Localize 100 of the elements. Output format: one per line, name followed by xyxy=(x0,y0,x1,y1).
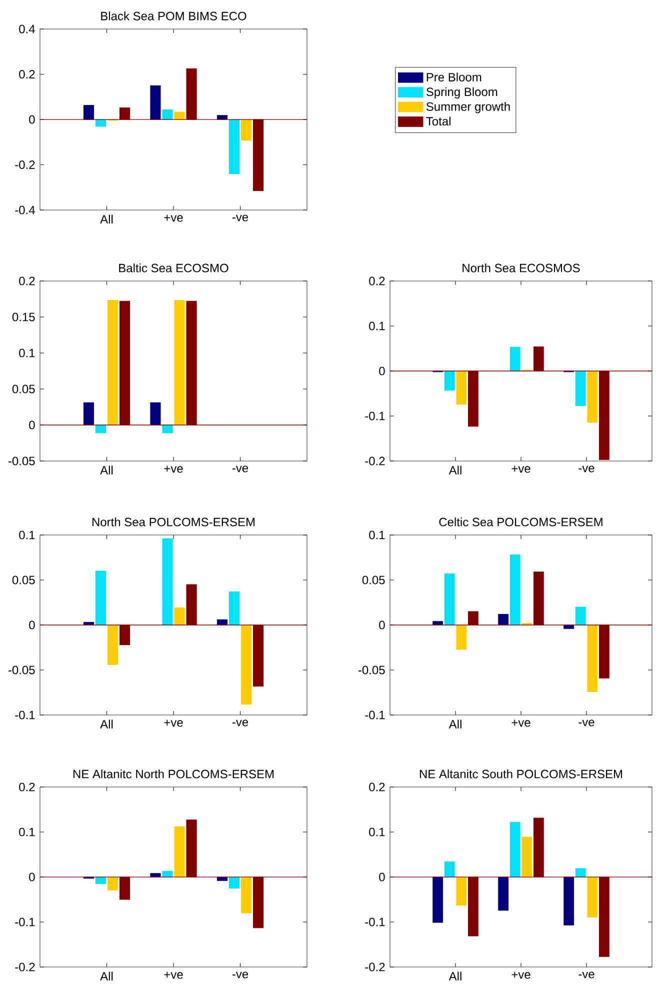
bar xyxy=(522,836,532,878)
y-tick-label: 0 xyxy=(29,420,35,430)
legend-label: Pre Bloom xyxy=(426,72,482,82)
x-tick-label: All xyxy=(100,720,113,728)
bar xyxy=(575,606,586,626)
bar xyxy=(174,608,185,626)
y-tick-label: 0 xyxy=(379,620,385,630)
x-tick-label: All xyxy=(448,972,462,980)
x-tick-label: +ve xyxy=(164,972,183,979)
y-tick-label: 0.1 xyxy=(19,530,35,540)
bar xyxy=(240,624,252,704)
y-tick-label: 0.1 xyxy=(369,322,385,330)
y-tick-label: 0.15 xyxy=(12,312,35,322)
x-tick-label: All xyxy=(100,466,113,474)
y-tick-label: -0.05 xyxy=(358,666,385,674)
bar xyxy=(240,876,252,914)
bar xyxy=(162,870,173,878)
x-tick-label: +ve xyxy=(164,720,183,727)
bar xyxy=(83,104,94,120)
x-tick-label: +ve xyxy=(164,466,183,473)
y-tick-label: 0.1 xyxy=(19,348,35,358)
bar xyxy=(150,402,161,426)
y-tick-label: 0 xyxy=(379,872,385,882)
x-tick-label: -ve xyxy=(232,214,248,222)
bar xyxy=(150,85,161,120)
bar xyxy=(95,424,106,434)
chart-title: Celtic Sea POLCOMS-ERSEM xyxy=(439,517,602,526)
y-tick-label: -0.2 xyxy=(15,160,35,170)
y-tick-label: 0 xyxy=(29,620,35,630)
bar xyxy=(107,876,118,890)
legend-label: Spring Bloom xyxy=(426,87,498,99)
x-tick-label: -ve xyxy=(578,972,594,978)
y-tick-label: -0.2 xyxy=(365,962,385,972)
bar xyxy=(444,370,455,391)
y-tick-label: 0.4 xyxy=(19,24,35,34)
bar xyxy=(587,876,598,918)
bar xyxy=(587,624,598,692)
y-tick-label: 0.2 xyxy=(19,782,35,792)
x-tick-label: -ve xyxy=(232,466,248,472)
chart-title: Baltic Sea ECOSMO xyxy=(119,263,228,272)
bar xyxy=(174,112,185,120)
x-tick-label: All xyxy=(448,466,462,474)
y-tick-label: 0.05 xyxy=(12,576,35,584)
y-tick-label: -0.2 xyxy=(365,456,385,466)
bar xyxy=(510,346,520,372)
x-tick-label: +ve xyxy=(512,720,530,727)
chart-title: Black Sea POM BIMS ECO xyxy=(101,11,246,20)
y-tick-label: 0 xyxy=(29,872,35,882)
bar xyxy=(498,614,508,626)
x-tick-label: All xyxy=(100,972,113,980)
bar xyxy=(456,624,467,650)
x-tick-label: +ve xyxy=(164,214,183,222)
y-tick-label: 0.05 xyxy=(362,576,385,584)
x-tick-label: -ve xyxy=(578,720,594,726)
bar xyxy=(575,868,586,878)
bar xyxy=(240,119,252,141)
bar xyxy=(174,300,185,426)
y-tick-label: 0.2 xyxy=(19,70,35,79)
y-tick-label: 0 xyxy=(379,366,385,376)
x-tick-label: -ve xyxy=(232,720,248,726)
y-tick-label: 0.1 xyxy=(19,828,35,836)
y-tick-label: -0.1 xyxy=(15,918,35,926)
chart-title: North Sea POLCOMS-ERSEM xyxy=(92,517,255,526)
bar xyxy=(228,591,240,626)
bar xyxy=(575,370,586,406)
bar xyxy=(510,554,520,626)
bar xyxy=(228,119,240,174)
bar xyxy=(444,861,455,878)
bar xyxy=(83,402,94,426)
legend-label: Summer growth xyxy=(426,102,510,114)
x-tick-label: -ve xyxy=(578,466,594,472)
legend-label: Total xyxy=(426,116,450,126)
bar xyxy=(456,370,467,405)
bar xyxy=(498,876,508,911)
chart-title: NE Altanitc South POLCOMS-ERSEM xyxy=(420,769,622,778)
y-tick-label: -0.1 xyxy=(15,710,35,720)
chart-title: North Sea ECOSMOS xyxy=(462,263,580,272)
bar xyxy=(174,826,185,878)
y-tick-label: -0.1 xyxy=(365,918,385,926)
x-tick-label: -ve xyxy=(232,972,248,978)
x-tick-label: +ve xyxy=(512,972,530,979)
y-tick-label: 0 xyxy=(29,115,35,124)
x-tick-label: +ve xyxy=(512,466,530,473)
bar xyxy=(107,624,118,665)
y-tick-label: -0.1 xyxy=(365,412,385,420)
y-tick-label: 0.05 xyxy=(12,384,35,394)
y-tick-label: -0.1 xyxy=(365,710,385,720)
y-tick-label: 0.1 xyxy=(369,530,385,540)
chart-title: NE Altanitc North POLCOMS-ERSEM xyxy=(73,769,274,778)
y-tick-label: 0.1 xyxy=(369,828,385,836)
y-tick-label: -0.05 xyxy=(8,666,35,674)
y-tick-label: -0.2 xyxy=(15,962,35,972)
bar xyxy=(432,876,443,923)
y-tick-label: 0.2 xyxy=(369,276,385,286)
bar xyxy=(162,110,173,120)
x-tick-label: All xyxy=(100,214,113,224)
bar xyxy=(228,876,240,889)
bar xyxy=(444,573,455,626)
bar xyxy=(95,570,106,626)
bar xyxy=(456,876,467,906)
